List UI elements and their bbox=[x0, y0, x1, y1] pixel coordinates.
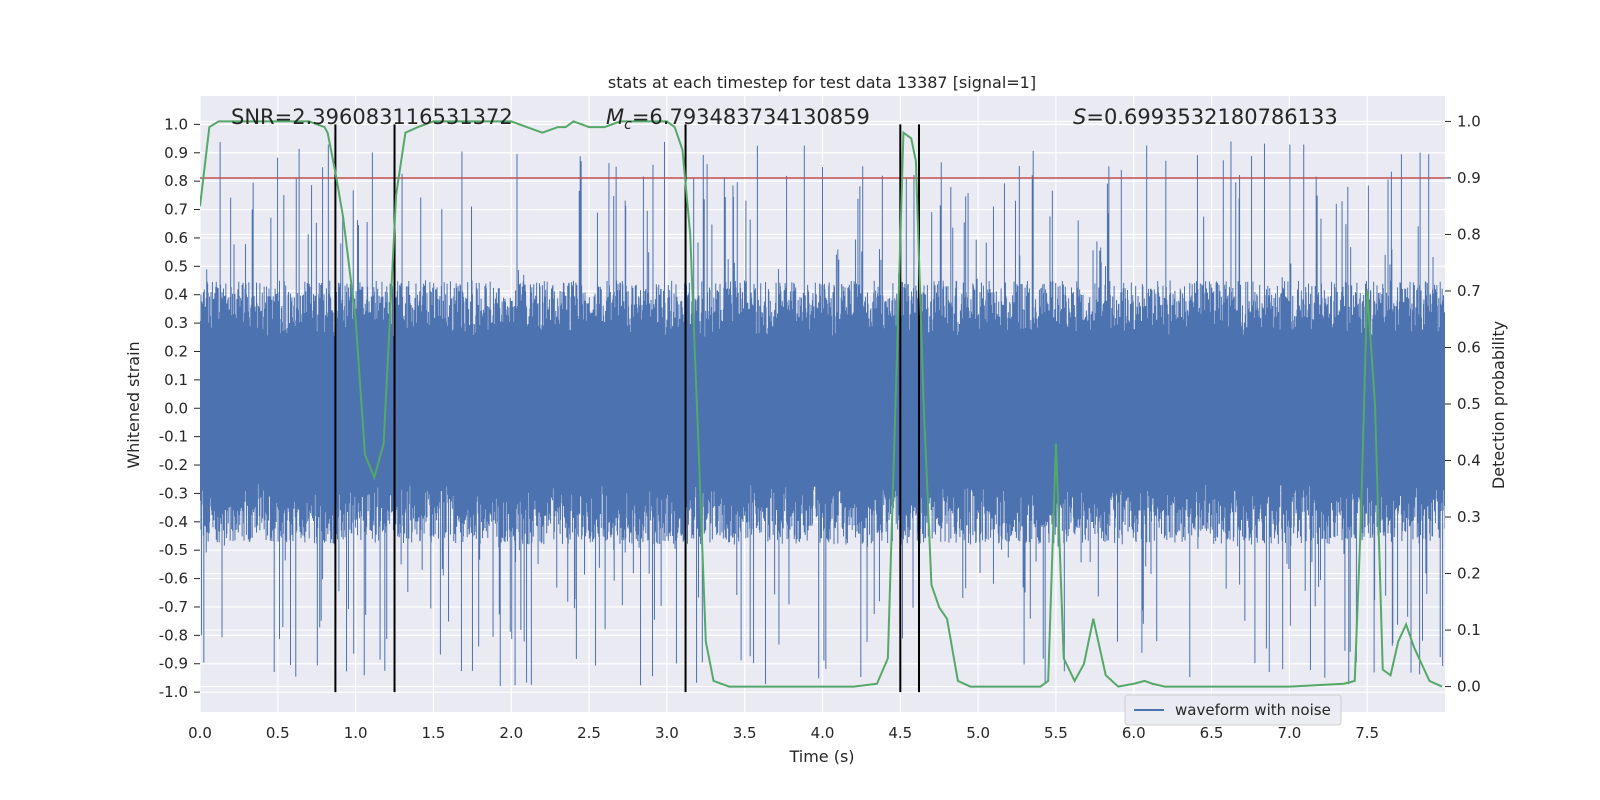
y-left-tick-label: 0.9 bbox=[164, 144, 188, 162]
snr-annotation: SNR=2.396083116531372 bbox=[231, 105, 513, 129]
y-left-tick-label: 0.3 bbox=[164, 314, 188, 332]
y-left-tick-label: 0.0 bbox=[164, 399, 188, 417]
x-axis-label: Time (s) bbox=[788, 747, 854, 766]
y-left-tick-label: -0.3 bbox=[159, 484, 188, 502]
y-left-tick-label: -1.0 bbox=[159, 683, 188, 701]
y-right-tick-label: 0.0 bbox=[1457, 678, 1481, 696]
chirp-mass-annotation: Mc=6.793483734130859 bbox=[606, 105, 870, 133]
y-left-tick-label: -0.7 bbox=[159, 598, 188, 616]
y-left-axis-ticks: 1.0 0.9 0.8 0.7 0.6 0.5 0.4 0.3 0.2 0.1 0.0 -0.1 -0.… bbox=[159, 115, 200, 701]
x-tick-label: 0.0 bbox=[188, 724, 212, 742]
y-right-axis-label: Detection probability bbox=[1489, 321, 1508, 489]
y-left-tick-label: -0.4 bbox=[159, 513, 188, 531]
y-left-tick-label: 0.6 bbox=[164, 229, 188, 247]
series-detection-probability bbox=[200, 120, 1443, 688]
y-right-tick-label: 0.6 bbox=[1457, 338, 1481, 356]
legend: waveform with noise bbox=[1124, 694, 1342, 726]
x-tick-label: 3.5 bbox=[733, 724, 757, 742]
y-left-tick-label: 0.1 bbox=[164, 371, 188, 389]
y-left-tick-label: -0.1 bbox=[159, 428, 188, 446]
x-tick-label: 7.0 bbox=[1277, 724, 1301, 742]
x-tick-label: 6.0 bbox=[1122, 724, 1146, 742]
y-right-tick-label: 0.3 bbox=[1457, 508, 1481, 526]
series-waveform-with-noise bbox=[200, 141, 1445, 687]
y-left-tick-label: 1.0 bbox=[164, 115, 188, 133]
x-tick-label: 4.0 bbox=[811, 724, 835, 742]
y-left-tick-label: -0.8 bbox=[159, 626, 188, 644]
y-left-tick-label: -0.9 bbox=[159, 655, 188, 673]
x-tick-label: 1.5 bbox=[422, 724, 446, 742]
y-right-tick-label: 0.2 bbox=[1457, 565, 1481, 583]
y-left-tick-label: 0.2 bbox=[164, 342, 188, 360]
x-tick-label: 4.5 bbox=[888, 724, 912, 742]
y-left-tick-label: 0.8 bbox=[164, 172, 188, 190]
x-tick-label: 1.0 bbox=[344, 724, 368, 742]
x-tick-label: 5.5 bbox=[1044, 724, 1068, 742]
y-right-tick-label: 0.7 bbox=[1457, 282, 1481, 300]
chart-title: stats at each timestep for test data 133… bbox=[608, 73, 1036, 92]
detection-probability-line bbox=[200, 120, 1443, 688]
s-annotation: S=0.6993532180786133 bbox=[1073, 105, 1338, 129]
legend-box bbox=[1124, 694, 1342, 726]
y-left-tick-label: 0.7 bbox=[164, 201, 188, 219]
y-right-axis-ticks: 1.0 0.9 0.8 0.7 0.6 0.5 0.4 0.3 0.2 0.1 0.0 bbox=[1445, 112, 1481, 696]
x-tick-label: 0.5 bbox=[266, 724, 290, 742]
y-right-tick-label: 1.0 bbox=[1457, 112, 1481, 130]
x-tick-label: 2.0 bbox=[499, 724, 523, 742]
y-left-tick-label: 0.5 bbox=[164, 257, 188, 275]
y-right-tick-label: 0.1 bbox=[1457, 621, 1481, 639]
y-right-tick-label: 0.9 bbox=[1457, 169, 1481, 187]
x-tick-label: 2.5 bbox=[577, 724, 601, 742]
legend-entry-waveform: waveform with noise bbox=[1175, 701, 1331, 719]
x-tick-label: 6.5 bbox=[1200, 724, 1224, 742]
y-left-tick-label: -0.6 bbox=[159, 570, 188, 588]
y-left-tick-label: -0.2 bbox=[159, 456, 188, 474]
y-left-tick-label: -0.5 bbox=[159, 541, 188, 559]
x-tick-label: 3.0 bbox=[655, 724, 679, 742]
x-tick-label: 5.0 bbox=[966, 724, 990, 742]
x-tick-label: 7.5 bbox=[1355, 724, 1379, 742]
y-left-tick-label: 0.4 bbox=[164, 286, 188, 304]
y-left-axis-label: Whitened strain bbox=[124, 341, 143, 468]
waveform-core bbox=[200, 345, 1445, 471]
y-right-tick-label: 0.8 bbox=[1457, 225, 1481, 243]
x-axis-ticks: 0.0 0.5 1.0 1.5 2.0 2.5 3.0 3.5 4.0 4.5 5.0 5.5 6.0 6… bbox=[188, 724, 1379, 742]
y-right-tick-label: 0.5 bbox=[1457, 395, 1481, 413]
y-right-tick-label: 0.4 bbox=[1457, 452, 1481, 470]
